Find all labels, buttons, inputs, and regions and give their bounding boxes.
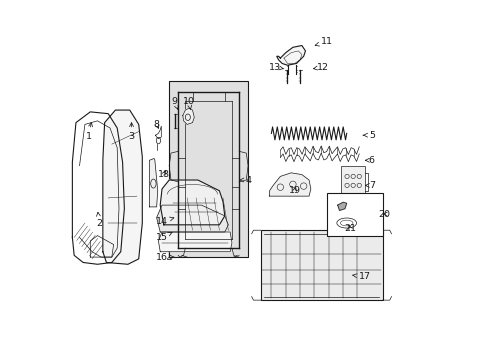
Text: 4: 4 <box>239 176 250 185</box>
Text: 13: 13 <box>268 63 283 72</box>
Text: 5: 5 <box>363 131 374 140</box>
Polygon shape <box>269 173 310 196</box>
Text: 17: 17 <box>352 272 370 281</box>
Polygon shape <box>149 158 158 207</box>
Polygon shape <box>160 180 224 225</box>
Text: 12: 12 <box>313 63 329 72</box>
Bar <box>169 81 247 257</box>
Text: 7: 7 <box>365 181 374 190</box>
Text: 3: 3 <box>128 123 134 141</box>
Text: 20: 20 <box>378 210 389 219</box>
Text: 18: 18 <box>158 170 169 179</box>
Text: 10: 10 <box>183 96 195 109</box>
Bar <box>326 193 382 235</box>
Text: 6: 6 <box>365 156 374 165</box>
Text: 8: 8 <box>153 120 159 129</box>
Text: 19: 19 <box>288 186 300 195</box>
Text: 14: 14 <box>156 217 173 226</box>
Text: 1: 1 <box>85 123 92 141</box>
Text: 21: 21 <box>344 224 356 233</box>
Polygon shape <box>276 45 305 65</box>
Bar <box>260 230 382 300</box>
Polygon shape <box>156 205 228 232</box>
Text: 16: 16 <box>156 253 174 262</box>
Polygon shape <box>183 108 194 125</box>
Text: 2: 2 <box>96 212 102 228</box>
Polygon shape <box>337 202 346 211</box>
Bar <box>341 166 364 196</box>
Polygon shape <box>102 110 142 264</box>
Text: 15: 15 <box>156 233 172 242</box>
Polygon shape <box>158 232 231 252</box>
Text: 11: 11 <box>315 37 332 46</box>
Text: 9: 9 <box>171 96 178 109</box>
